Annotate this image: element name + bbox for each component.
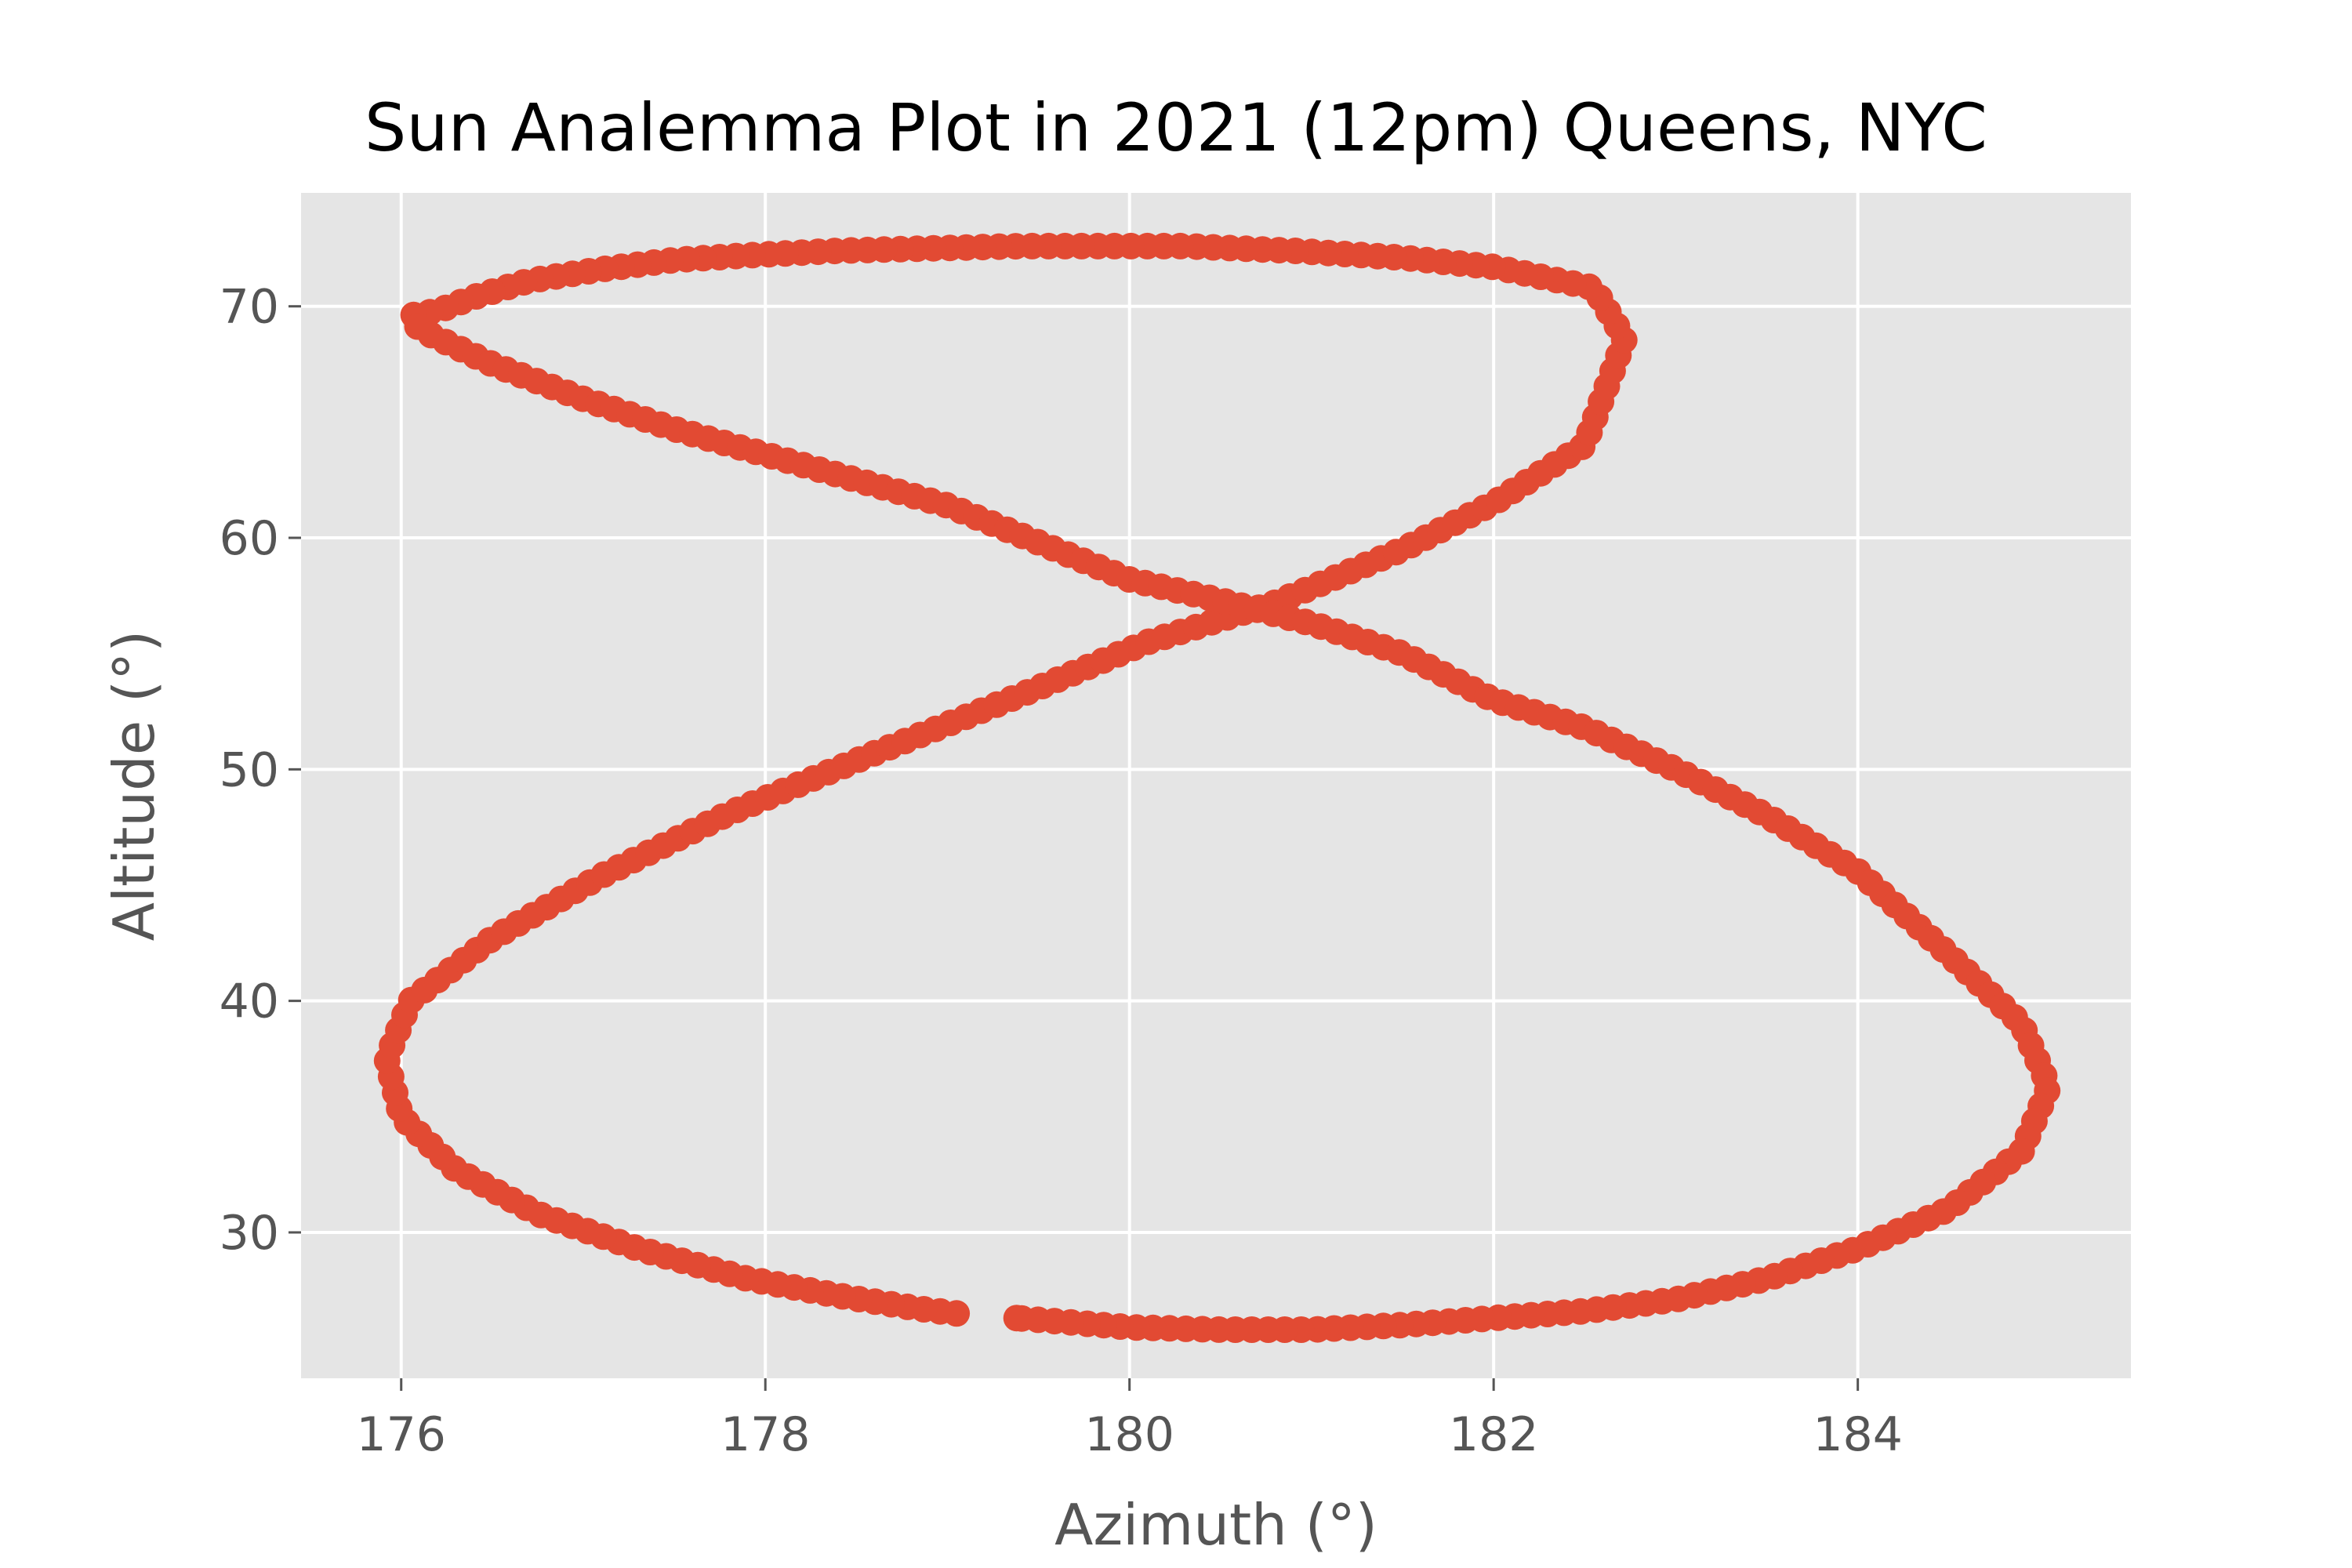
y-tick-label: 40 (220, 975, 279, 1029)
x-tick-label: 184 (1813, 1407, 1903, 1462)
x-tick-label: 178 (720, 1407, 811, 1462)
x-axis-ticks: 176 178 180 182 184 (356, 1378, 1903, 1462)
y-axis-label: Altitude (°) (101, 630, 167, 941)
data-point (1003, 1305, 1030, 1332)
y-tick-label: 60 (220, 511, 279, 566)
x-tick-label: 180 (1084, 1407, 1174, 1462)
x-axis-label: Azimuth (°) (1054, 1492, 1377, 1558)
plot-area (301, 193, 2131, 1378)
x-tick-label: 182 (1449, 1407, 1539, 1462)
x-tick-label: 176 (356, 1407, 446, 1462)
y-tick-label: 30 (220, 1206, 279, 1261)
y-tick-label: 70 (220, 280, 279, 335)
chart-title: Sun Analemma Plot in 2021 (12pm) Queens,… (365, 89, 1987, 166)
y-axis-ticks: 30 40 50 60 70 (220, 280, 301, 1261)
data-points (373, 232, 2061, 1343)
y-tick-label: 50 (220, 742, 279, 797)
